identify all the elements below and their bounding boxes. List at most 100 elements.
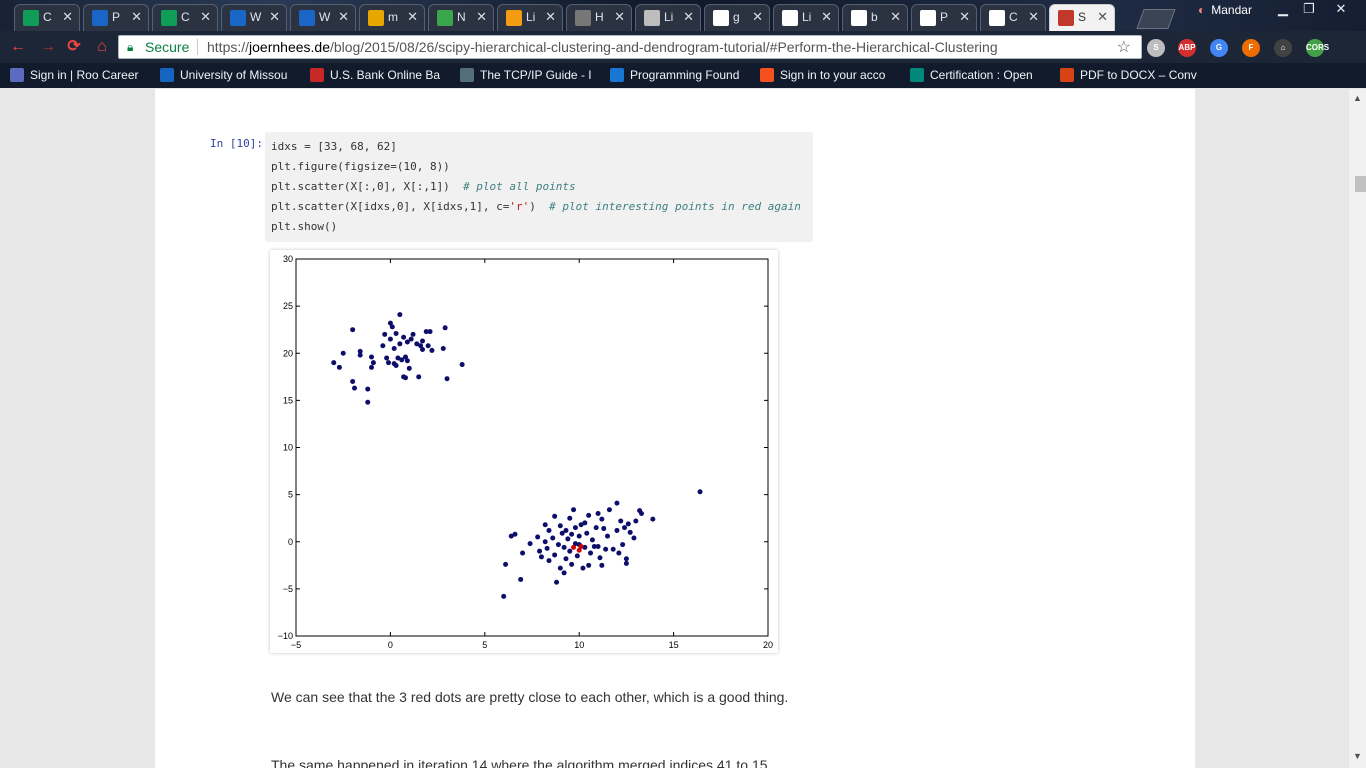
bookmark-star-icon[interactable]: ☆ [1116, 39, 1131, 56]
address-bar[interactable]: 🔒︎ Secure https://joernhees.de/blog/2015… [118, 35, 1142, 59]
data-point [397, 312, 403, 318]
translate-icon[interactable]: G [1210, 39, 1228, 57]
x-tick-label: −5 [291, 640, 301, 650]
tab-close-icon[interactable]: ✕ [62, 9, 73, 24]
bookmark-item[interactable]: Sign in | Roo Career [10, 67, 150, 84]
tab-close-icon[interactable]: ✕ [614, 9, 625, 24]
data-point [459, 362, 465, 368]
browser-tab[interactable]: Li ✕ [497, 4, 563, 31]
browser-tab[interactable]: Li ✕ [773, 4, 839, 31]
tab-close-icon[interactable]: ✕ [476, 9, 487, 24]
data-point [442, 325, 448, 331]
bookmark-favicon-icon [610, 67, 624, 82]
reload-icon[interactable]: ⟳ [67, 38, 81, 55]
tab-close-icon[interactable]: ✕ [890, 9, 901, 24]
tab-close-icon[interactable]: ✕ [269, 9, 280, 24]
tab-close-icon[interactable]: ✕ [545, 9, 556, 24]
forward-icon[interactable]: → [40, 38, 56, 55]
tab-close-icon[interactable]: ✕ [1097, 9, 1108, 24]
bookmark-item[interactable]: The TCP/IP Guide - I [460, 67, 600, 84]
code-line: plt.show() [271, 220, 337, 233]
url-text[interactable]: https://joernhees.de/blog/2015/08/26/sci… [207, 39, 998, 55]
data-point [650, 516, 656, 522]
skype-icon[interactable]: S [1147, 39, 1165, 57]
adblock-icon[interactable]: ABP [1178, 39, 1196, 57]
tab-close-icon[interactable]: ✕ [1028, 9, 1039, 24]
sheets-icon [23, 10, 39, 26]
tab-title: P [940, 10, 949, 24]
data-point [429, 347, 435, 353]
browser-tab[interactable]: C ✕ [14, 4, 80, 31]
tab-close-icon[interactable]: ✕ [200, 9, 211, 24]
browser-tab[interactable]: S ✕ [1049, 4, 1115, 31]
data-point [567, 548, 573, 554]
browser-tab[interactable]: N ✕ [428, 4, 494, 31]
data-point [331, 360, 337, 366]
browser-tab[interactable]: C ✕ [980, 4, 1046, 31]
highlighted-point [576, 547, 582, 553]
browser-tab[interactable]: P ✕ [83, 4, 149, 31]
bookmark-label: U.S. Bank Online Ba [330, 67, 441, 82]
browser-tab[interactable]: Li ✕ [635, 4, 701, 31]
x-tick-label: 20 [763, 640, 773, 650]
data-point [563, 527, 569, 533]
tab-close-icon[interactable]: ✕ [959, 9, 970, 24]
code-text: plt.scatter(X[:,0], X[:,1]) [271, 180, 464, 193]
browser-tab[interactable]: W ✕ [221, 4, 287, 31]
browser-tab[interactable]: C ✕ [152, 4, 218, 31]
tab-close-icon[interactable]: ✕ [821, 9, 832, 24]
scroll-down-arrow-icon[interactable]: ▼ [1353, 751, 1362, 761]
data-point [552, 552, 558, 558]
code-line: idxs = [33, 68, 62] [271, 140, 397, 153]
browser-tab[interactable]: P ✕ [911, 4, 977, 31]
data-point [350, 379, 356, 385]
scroll-up-arrow-icon[interactable]: ▲ [1353, 93, 1362, 103]
bookmark-item[interactable]: U.S. Bank Online Ba [310, 67, 450, 84]
data-point [586, 512, 592, 518]
minimize-button[interactable]: ▁ [1278, 1, 1288, 16]
data-point [546, 558, 552, 564]
data-point [552, 513, 558, 519]
home-icon[interactable]: ⌂ [97, 38, 107, 55]
close-window-button[interactable]: ✕ [1335, 1, 1347, 16]
scrollbar-thumb[interactable] [1355, 176, 1366, 192]
f-icon[interactable]: F [1242, 39, 1260, 57]
cors-icon[interactable]: CORS [1306, 39, 1329, 57]
vertical-scrollbar[interactable]: ▲ ▼ [1349, 89, 1366, 768]
data-point [623, 556, 629, 562]
bookmark-item[interactable]: Sign in to your acco [760, 67, 900, 84]
bookmark-favicon-icon [460, 67, 474, 82]
browser-tab[interactable]: g ✕ [704, 4, 770, 31]
tab-close-icon[interactable]: ✕ [131, 9, 142, 24]
data-point [386, 360, 392, 366]
browser-tab[interactable]: W ✕ [290, 4, 356, 31]
back-icon[interactable]: ← [10, 38, 26, 55]
data-point [614, 500, 620, 506]
data-point [569, 561, 575, 567]
blog-content: In [10]: idxs = [33, 68, 62] plt.figure(… [155, 89, 1195, 768]
browser-tab[interactable]: m ✕ [359, 4, 425, 31]
data-point [610, 546, 616, 552]
y-tick-label: 20 [283, 348, 293, 358]
bookmark-item[interactable]: Certification : Open [910, 67, 1050, 84]
bookmark-item[interactable]: PDF to DOCX – Conv [1060, 67, 1200, 84]
data-point [440, 346, 446, 352]
data-point [557, 523, 563, 529]
data-point [569, 531, 575, 537]
restore-button[interactable]: ❐ [1303, 1, 1315, 16]
tab-close-icon[interactable]: ✕ [407, 9, 418, 24]
browser-tab[interactable]: H ✕ [566, 4, 632, 31]
bookmark-item[interactable]: University of Missou [160, 67, 300, 84]
paragraph-text: The same happened in iteration 14 where … [271, 757, 768, 768]
bookmark-item[interactable]: Programming Found [610, 67, 750, 84]
box-icon [230, 10, 246, 26]
tab-close-icon[interactable]: ✕ [752, 9, 763, 24]
browser-tab[interactable]: b ✕ [842, 4, 908, 31]
bookmark-favicon-icon [160, 67, 174, 82]
profile-button[interactable]: ◐ Mandar [1198, 3, 1252, 17]
plot-area [295, 258, 769, 637]
home-icon[interactable]: ⌂ [1274, 39, 1292, 57]
tab-close-icon[interactable]: ✕ [683, 9, 694, 24]
new-tab-button[interactable] [1136, 9, 1176, 29]
tab-close-icon[interactable]: ✕ [338, 9, 349, 24]
